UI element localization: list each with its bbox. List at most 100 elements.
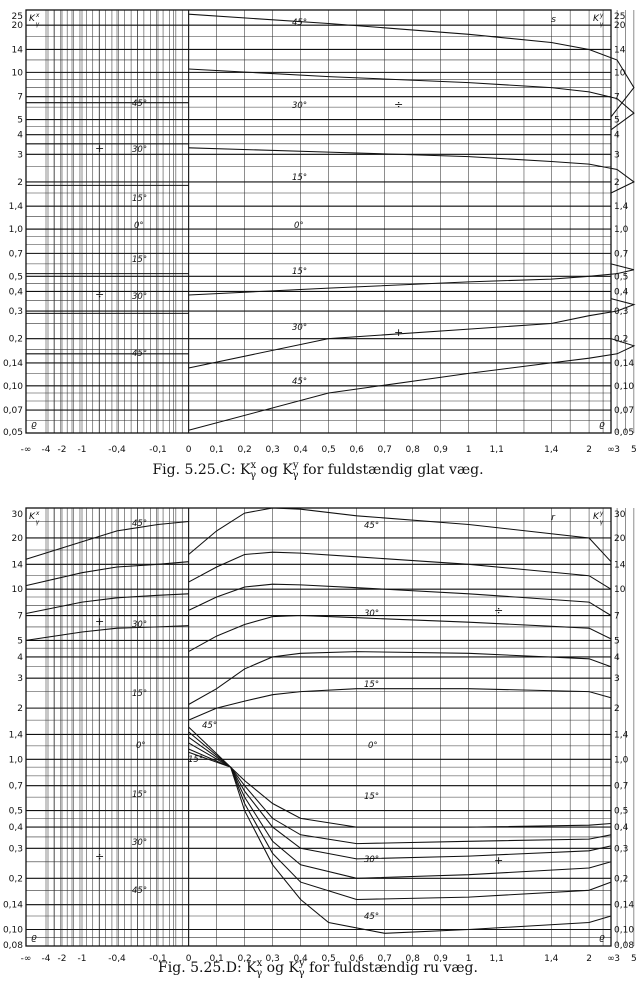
y-tick-label-left: 0,5	[9, 807, 23, 817]
figure-caption: Fig. 5.25.D: Kx γ og Ky γ for fuldstændig …	[158, 958, 478, 979]
sign-label: +	[95, 142, 104, 155]
x-tick-label: -4	[42, 954, 51, 964]
corner-label-right-sub: γ	[599, 21, 603, 28]
x-tick-label: -4	[42, 445, 51, 455]
y-tick-label-left: 10	[12, 68, 24, 78]
figure-caption: Fig. 5.25.C: Kx γ og Ky γ for fuldstændig …	[152, 460, 483, 481]
x-tick-label: 0,6	[349, 445, 364, 455]
angle-label: 45°	[364, 521, 379, 531]
x-tick-label: 1	[466, 954, 472, 964]
caption-part: y	[298, 958, 305, 969]
x-tick-label: -2	[58, 954, 67, 964]
y-tick-label-right: 0,10	[614, 926, 634, 936]
curve-right	[188, 298, 636, 369]
rho-label-right: ϱ	[599, 933, 605, 943]
y-tick-label-right: 20	[614, 534, 626, 544]
x-tick-label: 0,1	[209, 954, 223, 964]
angle-label: 45°	[292, 18, 307, 28]
y-tick-label-left: 5	[17, 116, 23, 126]
corner-label-right-sub: γ	[599, 519, 603, 526]
y-tick-label-right: 10	[614, 585, 626, 595]
plot-frame	[25, 9, 612, 434]
x-tick-label: 0,2	[237, 954, 251, 964]
angle-label: 45°	[292, 377, 307, 387]
x-tick-label: 0,6	[349, 954, 364, 964]
y-tick-label-left: 14	[12, 45, 24, 55]
y-tick-label-right: 7	[614, 93, 620, 103]
y-tick-label-left: 20	[12, 534, 24, 544]
corner-label-right-sup: y	[599, 12, 604, 19]
y-tick-label-right: 0,2	[614, 335, 628, 345]
x-tick-label: 3	[614, 445, 620, 455]
y-tick-label-right: 5	[614, 636, 620, 646]
y-tick-label-left: 14	[12, 560, 24, 570]
angle-label: 15°	[364, 680, 379, 690]
corner-label-right-sup: y	[599, 510, 604, 517]
curve-right	[188, 13, 635, 118]
x-tick-label: 0,2	[237, 445, 251, 455]
corner-label-right: Ky γ	[593, 12, 604, 28]
y-tick-label-right: 14	[614, 560, 626, 570]
angle-label: 30°	[292, 323, 307, 333]
y-tick-label-left: 0,4	[9, 287, 24, 297]
angle-label: 30°	[132, 145, 147, 155]
y-tick-label-right: 7	[614, 612, 620, 622]
rho-label-left: ϱ	[31, 420, 37, 430]
y-tick-label-right: 0,5	[614, 272, 628, 282]
corner-label-left-sup: x	[35, 510, 40, 517]
angle-label: 15°	[132, 790, 147, 800]
y-tick-label-left: 30	[12, 510, 24, 520]
angle-label: 0°	[368, 741, 378, 751]
y-tick-label-left: 0,3	[9, 307, 23, 317]
y-tick-label-left: 3	[17, 150, 23, 160]
y-tick-label-right: 0,2	[614, 874, 628, 884]
y-tick-label-left: 4	[17, 131, 23, 141]
x-tick-label: ∞	[607, 445, 615, 455]
curve-right	[188, 688, 612, 721]
caption-part: γ	[250, 470, 256, 481]
y-tick-label-right: 1,0	[614, 225, 629, 235]
y-tick-label-left: 0,3	[9, 844, 23, 854]
y-tick-label-right: 0,3	[614, 844, 628, 854]
angle-label: 30°	[292, 101, 307, 111]
y-tick-label-right: 2	[614, 704, 620, 714]
angle-label: 30°	[364, 609, 379, 619]
y-tick-label-left: 1,0	[9, 755, 24, 765]
y-tick-label-left: 20	[12, 21, 24, 31]
curve-right	[188, 338, 636, 431]
y-tick-label-left: 0,08	[3, 941, 23, 951]
x-tick-label: 0,9	[433, 954, 448, 964]
x-tick-label: 1,4	[544, 954, 559, 964]
y-tick-label-left: 5	[17, 636, 23, 646]
curve-right	[188, 583, 612, 616]
x-tick-label: -∞	[21, 954, 32, 964]
curve-right	[188, 751, 612, 934]
y-tick-label-left: 0,07	[3, 406, 23, 416]
caption-part: for fuldstændig glat væg.	[299, 462, 484, 478]
y-tick-label-right: 0,14	[614, 359, 634, 369]
curve-right	[188, 263, 635, 296]
x-tick-label: 0,1	[209, 445, 223, 455]
angle-label: 15°	[132, 689, 147, 699]
caption-part: γ	[256, 968, 262, 979]
angle-label: 30°	[132, 620, 147, 630]
angle-label: 45°	[132, 519, 147, 529]
caption-part: K	[240, 462, 251, 478]
angle-label: 30°	[132, 838, 147, 848]
x-tick-label: -0,1	[149, 954, 167, 964]
x-tick-label: 0,8	[405, 954, 420, 964]
caption-part: x	[257, 958, 263, 969]
corner-label-right: Ky γ	[593, 510, 604, 526]
sign-label: +	[494, 854, 503, 867]
curve-left	[25, 561, 189, 587]
x-tick-label: -0,1	[149, 445, 167, 455]
y-tick-label-right: 0,05	[614, 428, 634, 438]
y-tick-label-left: 7	[17, 612, 23, 622]
angle-label: 0°	[294, 221, 304, 231]
x-tick-label: -∞	[21, 445, 32, 455]
corner-label-left: Kx γ	[29, 12, 40, 28]
y-tick-label-left: 0,14	[3, 901, 23, 911]
x-tick-label: 5	[631, 954, 637, 964]
